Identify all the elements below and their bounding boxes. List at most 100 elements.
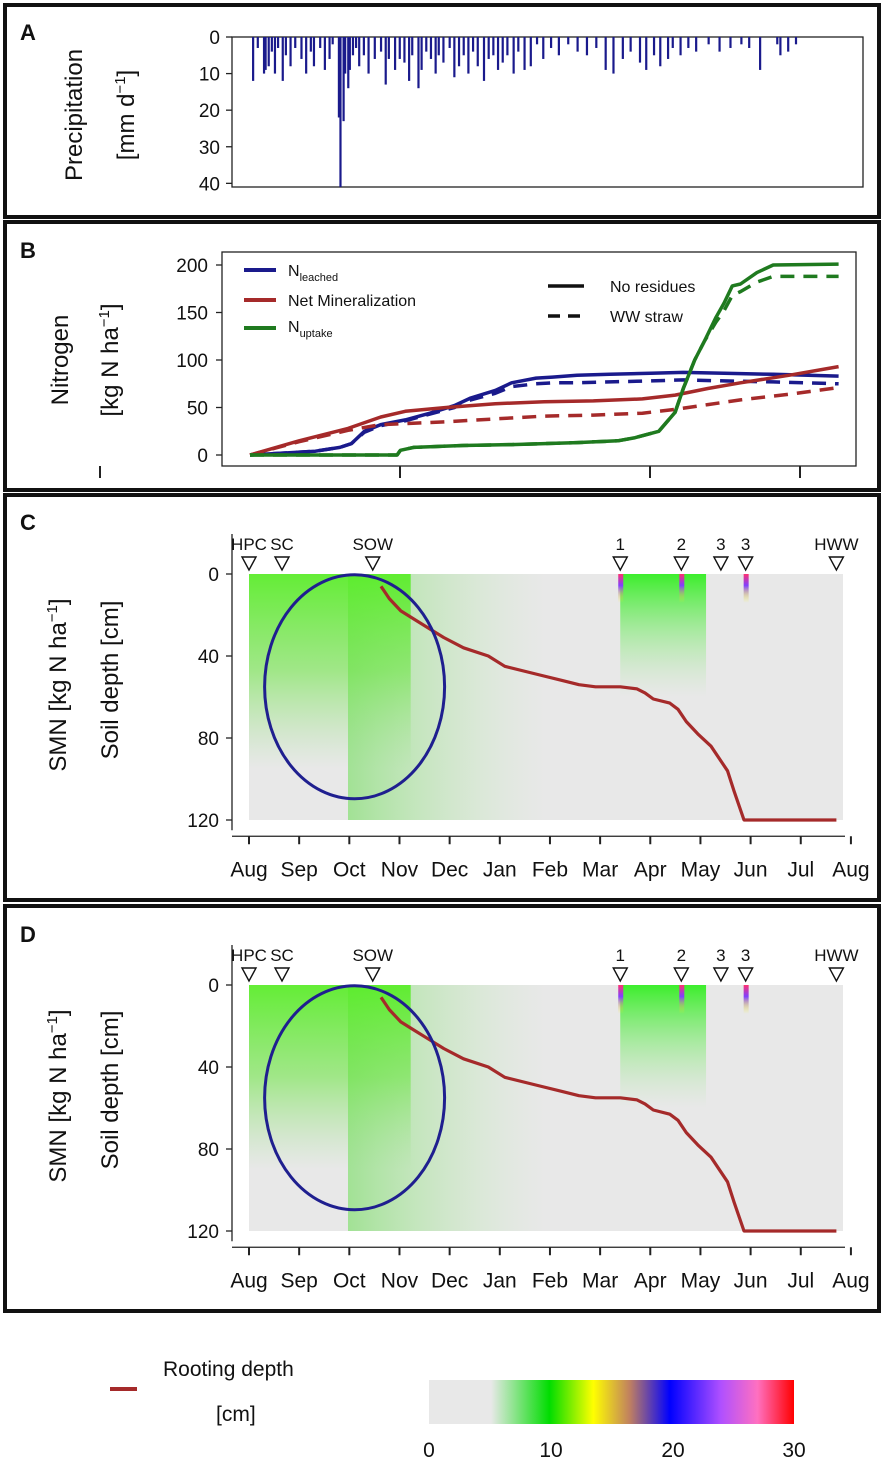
precip-bar bbox=[420, 37, 423, 70]
month-tick-label: Oct bbox=[333, 858, 366, 881]
precip-bar bbox=[300, 37, 303, 59]
precip-bar bbox=[411, 37, 414, 56]
precip-bar bbox=[429, 37, 433, 59]
month-tick-label: Jun bbox=[734, 858, 768, 881]
event-label: 2 bbox=[677, 535, 686, 554]
precip-bar bbox=[344, 37, 347, 74]
colorbar-gradient bbox=[429, 1380, 794, 1424]
event-label: SOW bbox=[352, 535, 393, 554]
precip-bar bbox=[776, 37, 779, 45]
precip-bar bbox=[687, 37, 690, 48]
rooting-depth-unit: [cm] bbox=[216, 1403, 256, 1426]
panel-b-label: B bbox=[20, 238, 36, 263]
precip-bar bbox=[342, 37, 345, 122]
heat-hotspot bbox=[743, 985, 749, 1014]
event-marker bbox=[273, 556, 291, 572]
precip-bar bbox=[638, 37, 642, 63]
precip-bar bbox=[679, 37, 682, 56]
panel-c-ylabel-depth: Soil depth [cm] bbox=[97, 601, 124, 760]
month-tick-label: Apr bbox=[634, 858, 667, 881]
precip-bar bbox=[740, 37, 743, 45]
svg-text:SMN [kg N ha−1]: SMN [kg N ha−1] bbox=[44, 1009, 72, 1182]
event-label: 3 bbox=[741, 946, 750, 965]
event-marker bbox=[273, 967, 291, 983]
event-marker bbox=[240, 967, 258, 983]
event-marker bbox=[364, 967, 381, 983]
legend-uptake-label: Nuptake bbox=[288, 319, 333, 340]
rooting-depth-title: Rooting depth bbox=[163, 1358, 294, 1381]
panel-a-ylabel: Precipitation bbox=[61, 49, 88, 181]
precip-bar bbox=[448, 37, 451, 48]
month-tick-label: Dec bbox=[431, 858, 468, 881]
precip-bar bbox=[252, 37, 255, 81]
depth-tick-label: 0 bbox=[208, 565, 219, 586]
precip-bar bbox=[542, 37, 545, 59]
precip-bar bbox=[294, 37, 297, 48]
panel-a-bars bbox=[252, 37, 798, 187]
precip-bar bbox=[612, 37, 615, 74]
precip-bar bbox=[351, 37, 355, 56]
precip-bar bbox=[517, 37, 520, 52]
month-tick-label: Aug bbox=[230, 858, 267, 881]
heat-zone-autumn bbox=[249, 574, 411, 769]
event-label: SC bbox=[270, 946, 294, 965]
colorbar-tick-0: 0 bbox=[423, 1439, 435, 1462]
precip-bar bbox=[707, 37, 710, 45]
series-line bbox=[249, 364, 839, 457]
precip-bar bbox=[358, 37, 361, 67]
panel-d-ylabel-smn: SMN [kg N ha−1] bbox=[44, 1009, 72, 1182]
precip-bar bbox=[331, 37, 334, 45]
precip-bar bbox=[506, 37, 509, 56]
panel-d-frame bbox=[3, 904, 881, 1313]
series-line bbox=[249, 378, 839, 457]
precip-bar bbox=[482, 37, 486, 81]
rooting-depth-line bbox=[379, 585, 837, 822]
precip-bar bbox=[487, 37, 490, 59]
depth-tick-label: 40 bbox=[198, 647, 219, 668]
month-tick-label: Jan bbox=[483, 1269, 517, 1292]
precip-bar bbox=[729, 37, 732, 48]
a-ytick-label: 30 bbox=[199, 138, 220, 159]
legend-netmin-label: Net Mineralization bbox=[288, 293, 416, 310]
precip-bar bbox=[621, 37, 624, 59]
precip-bar bbox=[417, 37, 420, 89]
precip-bar bbox=[748, 37, 751, 48]
svg-text:Nitrogen: Nitrogen bbox=[47, 315, 74, 406]
heat-hotspot bbox=[679, 985, 685, 1014]
precip-bar bbox=[453, 37, 456, 78]
precip-bar bbox=[501, 37, 504, 63]
month-tick-label: Nov bbox=[381, 858, 419, 881]
event-label: 3 bbox=[716, 946, 725, 965]
precip-bar bbox=[403, 37, 406, 63]
month-tick-label: Aug bbox=[832, 858, 869, 881]
month-tick-label: Feb bbox=[532, 1269, 568, 1292]
precip-bar bbox=[262, 37, 266, 74]
svg-text:[mm d−1]: [mm d−1] bbox=[112, 70, 140, 160]
precip-bar bbox=[442, 37, 445, 63]
event-label: HPC bbox=[231, 946, 267, 965]
panel-d-label: D bbox=[20, 922, 36, 947]
precip-bar bbox=[384, 37, 387, 85]
precip-bar bbox=[604, 37, 607, 70]
rooting-depth-line bbox=[379, 996, 837, 1233]
precip-bar bbox=[759, 37, 762, 70]
heat-zone-autumn bbox=[249, 985, 411, 1170]
month-tick-label: Mar bbox=[582, 858, 618, 881]
legend-ww-straw-label: WW straw bbox=[610, 309, 683, 326]
b-ytick-label: 150 bbox=[176, 304, 208, 325]
event-marker bbox=[828, 967, 845, 983]
precip-bar bbox=[319, 37, 322, 48]
svg-text:Soil depth [cm]: Soil depth [cm] bbox=[97, 1011, 124, 1170]
panel-b-lines bbox=[249, 262, 839, 457]
event-marker bbox=[612, 556, 629, 572]
precip-bar bbox=[529, 37, 532, 67]
precip-bar bbox=[347, 37, 350, 89]
heat-hotspot bbox=[618, 985, 624, 1014]
event-label: 1 bbox=[616, 535, 625, 554]
precip-bar bbox=[276, 37, 280, 48]
panel-b-legend: Nleached Net Mineralization Nuptake No r… bbox=[244, 263, 695, 340]
precip-bar bbox=[671, 37, 674, 48]
precip-bar bbox=[787, 37, 790, 52]
panel-a-ylabel-unit: [mm d−1] bbox=[112, 70, 140, 160]
event-label: 2 bbox=[677, 946, 686, 965]
